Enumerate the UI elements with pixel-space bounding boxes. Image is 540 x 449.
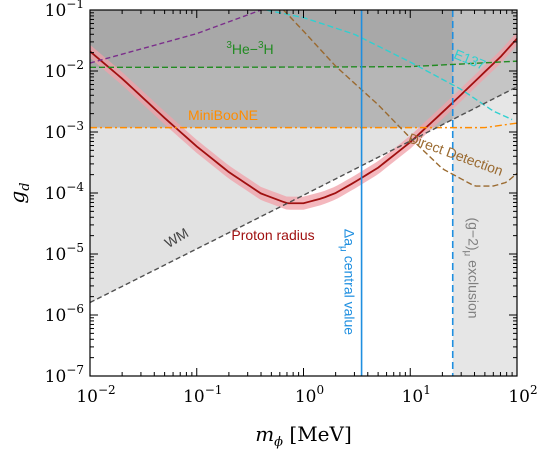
y-tick-label: 10−6	[45, 302, 84, 326]
x-tick-label: 101	[402, 383, 431, 407]
axis-titles: mϕ [MeV] gd	[5, 182, 352, 449]
axis-ticks: 10−2 10−1 100 101 102 10−7 10−6 10−5 10−4 10−3 10−…	[45, 0, 538, 407]
x-tick-label: 10−2	[76, 383, 115, 407]
delta-a-mu-label: Δaμ central value	[338, 229, 358, 335]
x-tick-label: 100	[295, 383, 324, 407]
y-tick-label: 10−1	[45, 0, 84, 21]
proton-radius-label: Proton radius	[231, 227, 314, 243]
direct-detection-line	[283, 10, 517, 187]
g2-exclusion-label: (g−2)μ exclusion	[462, 217, 482, 318]
x-axis-title: mϕ [MeV]	[255, 422, 352, 449]
proton-radius-band	[90, 32, 517, 210]
excluded-region-helium	[90, 10, 517, 68]
miniboone-line	[90, 122, 517, 129]
y-tick-label: 10−2	[45, 58, 84, 82]
purple-dashed-line	[90, 10, 262, 64]
x-tick-label: 10−1	[183, 383, 222, 407]
y-tick-label: 10−7	[45, 363, 84, 387]
miniboone-label: MiniBooNE	[188, 107, 258, 123]
y-tick-label: 10−4	[45, 180, 85, 204]
proton-radius-line	[90, 37, 517, 205]
y-tick-label: 10−3	[45, 119, 84, 143]
helium-tritium-line	[90, 60, 517, 68]
plot-area	[90, 10, 517, 376]
excluded-region-dark	[90, 10, 517, 128]
helium-tritium-label: 3He−3H	[226, 40, 273, 57]
y-tick-label: 10−5	[45, 241, 84, 265]
x-tick-label: 102	[508, 383, 537, 407]
y-axis-title: gd	[5, 182, 33, 203]
e137-line	[266, 10, 513, 121]
